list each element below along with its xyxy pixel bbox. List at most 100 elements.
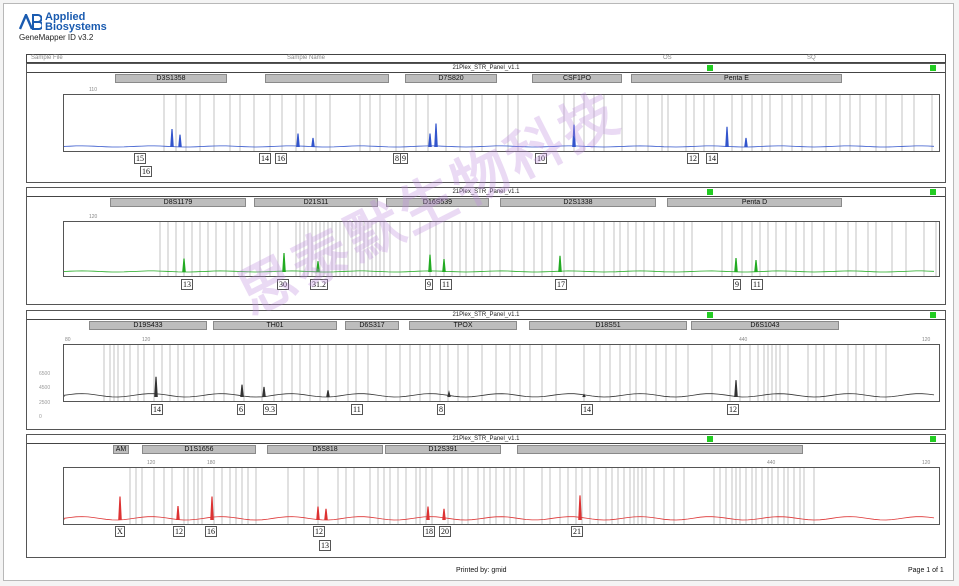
app-name: GeneMapper ID v3.2 xyxy=(19,33,94,42)
size-scale-label: 120 xyxy=(89,214,98,220)
allele-call-label[interactable]: 11 xyxy=(440,279,452,290)
locus-marker[interactable]: Penta E xyxy=(631,74,842,83)
locus-marker[interactable]: D21S11 xyxy=(254,198,378,207)
y-axis-tick: 0 xyxy=(39,414,42,420)
brand-line-2: Biosystems xyxy=(45,21,107,33)
allele-peak xyxy=(725,126,729,148)
allele-call-label[interactable]: 31.2 xyxy=(310,279,328,290)
allele-call-label[interactable]: 21 xyxy=(571,526,583,537)
size-scale-label: 440 xyxy=(739,337,748,343)
allele-call-label[interactable]: 14 xyxy=(259,153,271,164)
allele-call-label[interactable]: 18 xyxy=(423,526,435,537)
locus-marker[interactable]: D7S820 xyxy=(405,74,497,83)
brand-name: Applied Biosystems xyxy=(45,11,107,33)
allele-peak xyxy=(428,133,432,148)
locus-marker[interactable]: D1S1656 xyxy=(142,445,256,454)
allele-call-label[interactable]: 10 xyxy=(535,153,547,164)
y-axis-tick: 4500 xyxy=(39,385,51,391)
allele-call-label[interactable]: 9 xyxy=(400,153,408,164)
plot-area xyxy=(63,221,940,277)
page-number: Page 1 of 1 xyxy=(908,567,944,574)
locus-marker[interactable]: D12S391 xyxy=(385,445,501,454)
locus-marker[interactable] xyxy=(517,445,803,454)
allele-call-label[interactable]: 14 xyxy=(581,404,593,415)
allele-peak xyxy=(326,390,330,398)
allele-call-label[interactable]: 9 xyxy=(425,279,433,290)
sample-name-label: Sample Name xyxy=(287,55,326,61)
allele-call-label[interactable]: 12 xyxy=(727,404,739,415)
panel-title: 21Plex_STR_Panel_v1.1 xyxy=(27,311,945,320)
locus-marker[interactable]: TPOX xyxy=(409,321,517,330)
allele-call-label[interactable]: 17 xyxy=(555,279,567,290)
status-indicator-1 xyxy=(707,65,713,71)
allele-peak xyxy=(578,495,582,521)
locus-marker[interactable]: CSF1PO xyxy=(532,74,622,83)
allele-peak xyxy=(176,505,180,521)
allele-call-label[interactable]: 13 xyxy=(319,540,331,551)
allele-peak xyxy=(210,496,214,521)
allele-peak xyxy=(447,390,451,398)
report-page: Applied Biosystems GeneMapper ID v3.2 Sa… xyxy=(3,3,954,581)
size-scale-label: 120 xyxy=(142,337,151,343)
size-scale-label: 440 xyxy=(767,460,776,466)
electropherogram-trace xyxy=(64,222,937,276)
allele-call-label[interactable]: 12 xyxy=(687,153,699,164)
panel-title-text: 21Plex_STR_Panel_v1.1 xyxy=(452,436,520,442)
allele-peak xyxy=(572,124,576,148)
brand-line-1: Applied xyxy=(45,11,86,23)
locus-marker[interactable]: AM xyxy=(113,445,129,454)
electropherogram-trace xyxy=(64,95,935,151)
panel-title: 21Plex_STR_Panel_v1.1 xyxy=(27,435,945,444)
locus-marker[interactable]: D3S1358 xyxy=(115,74,227,83)
size-scale-label: 120 xyxy=(922,460,931,466)
allele-call-label[interactable]: 14 xyxy=(151,404,163,415)
baseline-trace xyxy=(64,516,935,521)
sample-file-label: Sample File xyxy=(31,55,63,61)
allele-call-label[interactable]: 9 xyxy=(733,279,741,290)
allele-peak xyxy=(182,258,186,273)
electropherogram-panel-2: 21Plex_STR_Panel_v1.1 D8S1179 D21S11 D16S53… xyxy=(26,187,946,305)
allele-call-label[interactable]: 16 xyxy=(205,526,217,537)
locus-marker[interactable]: D18S51 xyxy=(529,321,687,330)
allele-call-label[interactable]: 6 xyxy=(237,404,245,415)
allele-peak xyxy=(316,506,320,521)
allele-call-label[interactable]: 14 xyxy=(706,153,718,164)
os-label: OS xyxy=(663,55,672,61)
locus-marker[interactable]: D2S1338 xyxy=(500,198,656,207)
locus-marker[interactable]: D19S433 xyxy=(89,321,207,330)
locus-marker[interactable]: D16S539 xyxy=(386,198,489,207)
allele-call-label[interactable]: 20 xyxy=(439,526,451,537)
locus-marker[interactable]: TH01 xyxy=(213,321,337,330)
allele-peak xyxy=(154,376,158,398)
locus-marker[interactable]: D8S1179 xyxy=(110,198,246,207)
panel-title-text: 21Plex_STR_Panel_v1.1 xyxy=(452,312,520,318)
allele-call-label-secondary[interactable]: 16 xyxy=(140,166,152,177)
allele-peak xyxy=(754,260,758,273)
allele-call-label[interactable]: 13 xyxy=(181,279,193,290)
locus-marker[interactable]: D5S818 xyxy=(267,445,383,454)
locus-marker[interactable]: D6S1043 xyxy=(691,321,839,330)
locus-marker[interactable]: Penta D xyxy=(667,198,842,207)
allele-peak xyxy=(324,508,328,521)
status-indicator-2 xyxy=(930,312,936,318)
allele-call-label[interactable]: 12 xyxy=(173,526,185,537)
allele-call-label[interactable]: 9.3 xyxy=(263,404,277,415)
allele-peak xyxy=(426,506,430,521)
allele-call-label[interactable]: 15 xyxy=(134,153,146,164)
status-indicator-1 xyxy=(707,436,713,442)
status-indicator-2 xyxy=(930,436,936,442)
allele-call-label[interactable]: 8 xyxy=(437,404,445,415)
allele-call-label[interactable]: 11 xyxy=(351,404,363,415)
locus-marker[interactable] xyxy=(265,74,389,83)
allele-call-label[interactable]: 30 xyxy=(277,279,289,290)
allele-call-label[interactable]: 12 xyxy=(313,526,325,537)
allele-call-label[interactable]: 16 xyxy=(275,153,287,164)
y-axis-tick: 2500 xyxy=(39,400,51,406)
allele-call-label[interactable]: 11 xyxy=(751,279,763,290)
allele-call-label[interactable]: X xyxy=(115,526,125,537)
printed-by: Printed by: gmid xyxy=(456,567,507,574)
allele-peak xyxy=(442,258,446,273)
panel-title-text: 21Plex_STR_Panel_v1.1 xyxy=(452,65,520,71)
size-scale-label: 110 xyxy=(89,87,97,93)
locus-marker[interactable]: D6S317 xyxy=(345,321,399,330)
